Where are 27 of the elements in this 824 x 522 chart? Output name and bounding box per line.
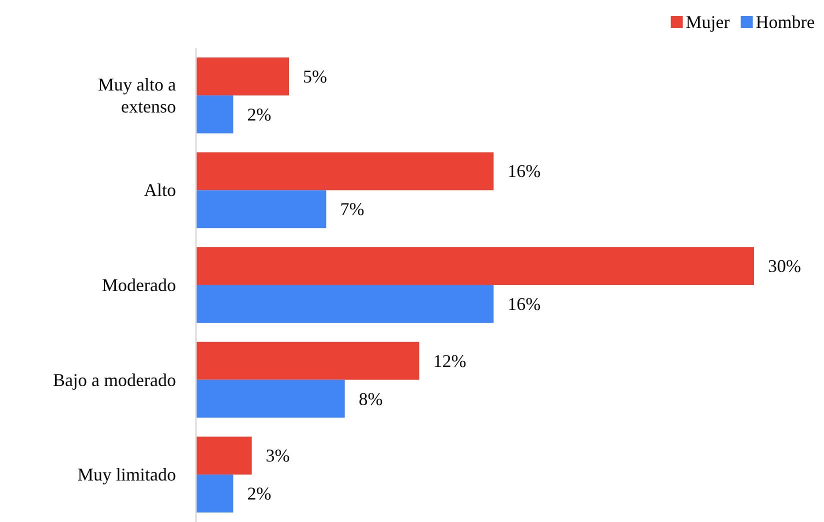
bar bbox=[196, 152, 494, 190]
bar bbox=[196, 190, 326, 228]
y-tick-label: Muy limitado bbox=[78, 464, 176, 485]
data-label: 16% bbox=[508, 161, 541, 182]
y-tick-label: Bajo a moderado bbox=[53, 370, 176, 390]
bar bbox=[196, 95, 234, 134]
y-tick-label: Moderado bbox=[102, 275, 176, 295]
data-label: 3% bbox=[266, 446, 290, 466]
data-label: 2% bbox=[247, 104, 272, 124]
bar bbox=[196, 380, 345, 418]
data-label: 7% bbox=[340, 199, 364, 220]
bar bbox=[196, 247, 754, 285]
data-label: 2% bbox=[247, 484, 272, 504]
legend-label: Hombre bbox=[756, 12, 815, 32]
bar bbox=[196, 474, 234, 513]
legend-label: Mujer bbox=[686, 12, 730, 32]
bar bbox=[196, 285, 494, 323]
data-label: 8% bbox=[358, 388, 383, 409]
bar bbox=[196, 57, 289, 96]
bar bbox=[196, 436, 252, 475]
data-label: 12% bbox=[433, 350, 466, 371]
data-label: 30% bbox=[768, 256, 801, 276]
y-tick-label: Muy alto a extenso bbox=[98, 74, 176, 116]
y-tick-label: Alto bbox=[144, 180, 176, 200]
data-label: 5% bbox=[303, 66, 327, 86]
bar bbox=[196, 342, 420, 380]
data-label: 16% bbox=[508, 294, 541, 314]
